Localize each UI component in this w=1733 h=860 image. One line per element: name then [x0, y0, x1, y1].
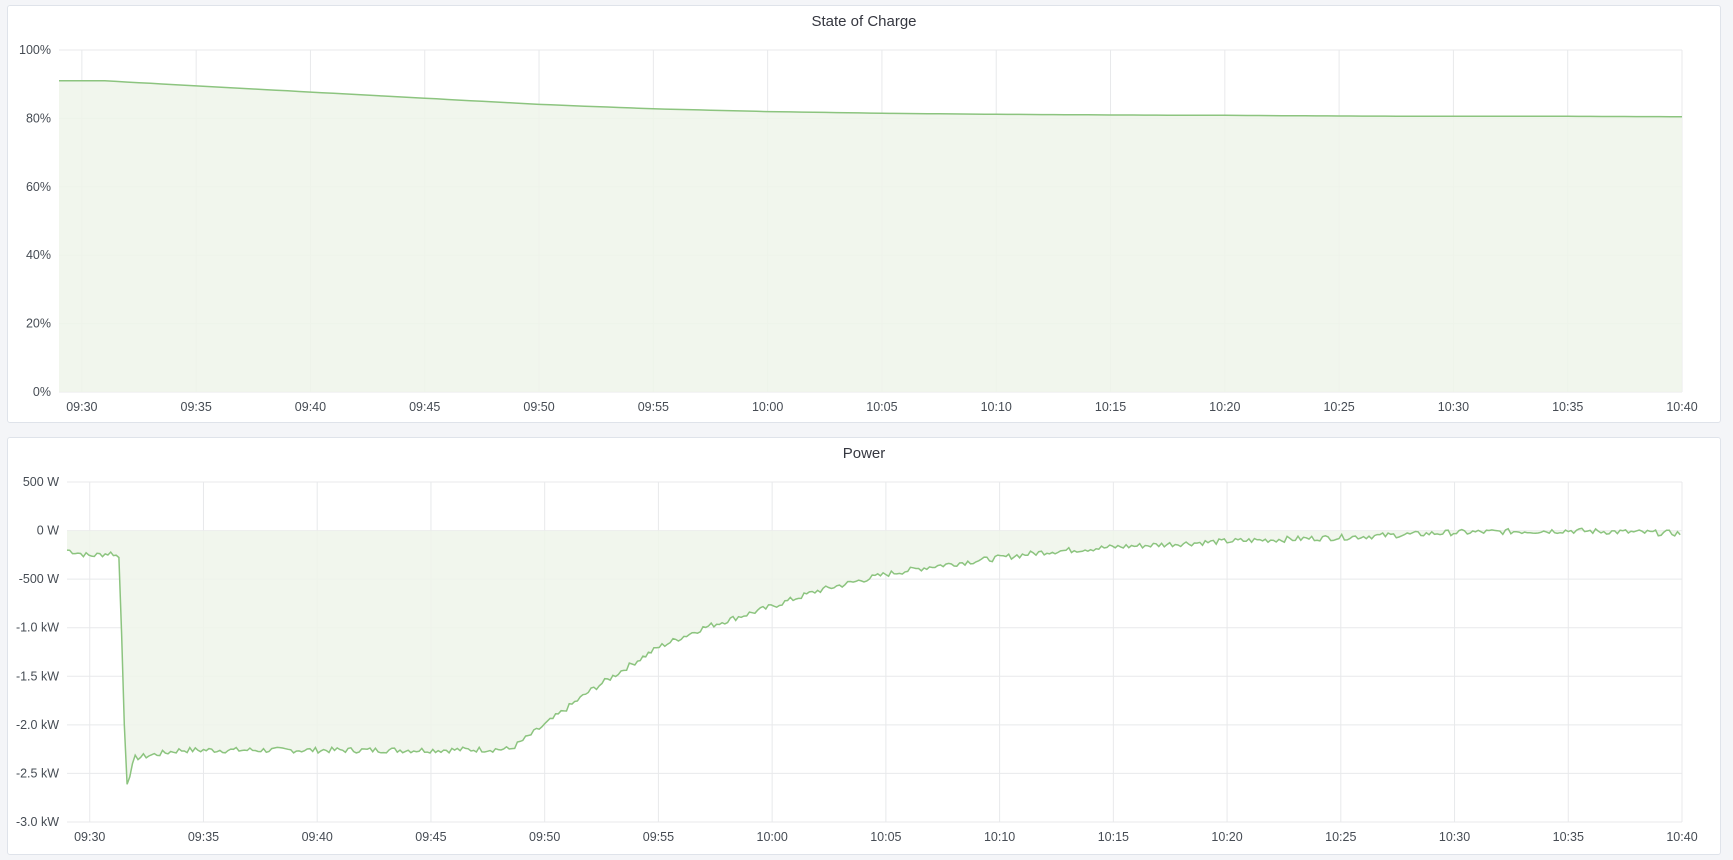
y-tick-label: -1.0 kW [16, 621, 59, 635]
y-tick-label: -2.0 kW [16, 718, 59, 732]
x-tick-label: 09:35 [188, 830, 219, 844]
y-tick-label: -2.5 kW [16, 766, 59, 780]
y-tick-label: 0 W [37, 524, 59, 538]
x-tick-label: 10:10 [981, 400, 1012, 414]
x-tick-label: 10:00 [752, 400, 783, 414]
x-tick-label: 10:10 [984, 830, 1015, 844]
x-tick-label: 09:45 [409, 400, 440, 414]
y-tick-label: 500 W [23, 475, 59, 489]
x-tick-label: 09:45 [415, 830, 446, 844]
x-tick-label: 09:30 [74, 830, 105, 844]
x-tick-label: 10:30 [1438, 400, 1469, 414]
x-tick-label: 10:05 [870, 830, 901, 844]
x-tick-label: 10:05 [866, 400, 897, 414]
x-tick-label: 10:00 [757, 830, 788, 844]
x-tick-label: 10:15 [1095, 400, 1126, 414]
series-area-fill [59, 80, 1682, 393]
panel-title: Power [842, 445, 886, 462]
x-tick-label: 10:40 [1666, 400, 1697, 414]
x-tick-label: 10:20 [1211, 830, 1242, 844]
x-tick-label: 09:30 [66, 400, 97, 414]
y-tick-label: -500 W [19, 572, 59, 586]
power-chart: 500 W 0 W -500 W -1.0 kW -1.5 kW -2.0 kW -2.5 … [16, 475, 1698, 844]
y-tick-label: 100% [19, 43, 51, 57]
x-tick-label: 10:40 [1666, 830, 1697, 844]
panel-title: State of Charge [811, 13, 917, 30]
x-tick-label: 10:30 [1439, 830, 1470, 844]
y-tick-label: 80% [26, 111, 51, 125]
soc-panel: State of Charge 0% 20% 40% 60% 80% 100% 09:30 0… [7, 5, 1721, 423]
x-tick-label: 09:55 [643, 830, 674, 844]
x-tick-label: 10:15 [1098, 830, 1129, 844]
y-tick-label: 60% [26, 180, 51, 194]
x-tick-label: 10:35 [1553, 830, 1584, 844]
x-tick-label: 10:25 [1323, 400, 1354, 414]
power-panel: Power 500 W 0 W -500 W -1.0 kW -1.5 kW -2.0 k… [7, 437, 1721, 855]
y-tick-label: 20% [26, 317, 51, 331]
series-line [59, 80, 1682, 118]
x-tick-label: 10:25 [1325, 830, 1356, 844]
x-tick-label: 10:35 [1552, 400, 1583, 414]
x-tick-label: 09:40 [302, 830, 333, 844]
y-tick-label: -1.5 kW [16, 669, 59, 683]
y-tick-label: 40% [26, 248, 51, 262]
x-tick-label: 09:50 [523, 400, 554, 414]
x-tick-label: 09:55 [638, 400, 669, 414]
y-tick-label: 0% [33, 385, 51, 399]
x-tick-label: 09:40 [295, 400, 326, 414]
soc-chart: 0% 20% 40% 60% 80% 100% 09:30 09:35 09:40 09:45 09… [19, 43, 1698, 414]
series-area-fill [67, 528, 1681, 785]
x-tick-label: 09:50 [529, 830, 560, 844]
series-line [66, 527, 1681, 785]
x-tick-label: 10:20 [1209, 400, 1240, 414]
x-tick-label: 09:35 [181, 400, 212, 414]
y-tick-label: -3.0 kW [16, 815, 59, 829]
